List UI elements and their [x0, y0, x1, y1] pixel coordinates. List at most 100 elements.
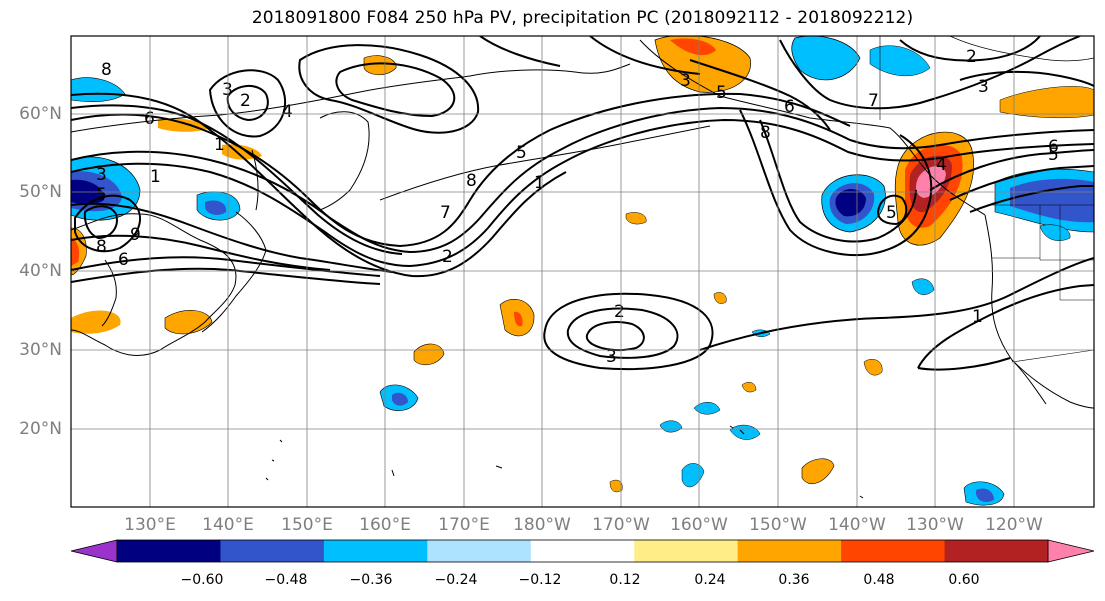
pv-label: 1: [214, 135, 225, 155]
pv-label: 4: [282, 102, 293, 122]
precip-blob: [71, 238, 80, 266]
precip-blob: [835, 189, 866, 217]
pv-contour-labels: 6 8 1 3 5 8 9 6 1 3 2 4 8 7 2 5 1 2 3 5: [96, 47, 1059, 367]
coast-asia: [71, 213, 237, 356]
pv-label: 7: [440, 203, 451, 223]
coast-kamchatka: [319, 111, 370, 211]
pv-contour: [699, 257, 1094, 351]
pv-label: 3: [978, 77, 989, 97]
pv-label: 8: [760, 123, 771, 143]
precip-blob: [609, 479, 623, 493]
lon-label-120w: 120°W: [985, 515, 1043, 535]
precip-blob: [999, 86, 1094, 119]
lon-label-140e: 140°E: [202, 515, 254, 535]
lat-label-40n: 40°N: [19, 261, 62, 281]
pv-label: 8: [96, 237, 107, 257]
pv-label: 4: [936, 155, 947, 175]
pv-label: 1: [972, 307, 983, 327]
precip-blob: [1010, 178, 1094, 223]
colorbar-segment: [944, 540, 1049, 562]
pv-label: 8: [466, 171, 477, 191]
pv-contour: [71, 267, 381, 285]
colorbar-tick: 0.24: [694, 572, 726, 588]
colorbar-segments: [117, 540, 1049, 562]
lat-label-30n: 30°N: [19, 340, 62, 360]
lon-label-170w: 170°W: [592, 515, 650, 535]
pv-label: 2: [966, 47, 977, 67]
precip-blob: [693, 402, 721, 415]
pv-contour: [585, 321, 645, 352]
coast-islands: [265, 425, 864, 499]
precip-blob: [911, 278, 935, 295]
lat-label-20n: 20°N: [19, 419, 62, 439]
colorbar-tick: 0.60: [948, 572, 980, 588]
colorbar-tick: −0.60: [180, 572, 224, 588]
pv-contour: [71, 202, 393, 273]
pv-contour: [566, 307, 679, 359]
colorbar-segment: [220, 540, 325, 562]
pv-label: 5: [96, 185, 107, 205]
pv-contour: [71, 92, 851, 248]
pv-contour: [71, 118, 1094, 268]
pv-contour: [917, 357, 1011, 371]
coast-korea: [101, 259, 117, 327]
pv-contour: [226, 85, 269, 122]
precip-blob: [976, 488, 994, 502]
precip-blob: [164, 310, 213, 335]
pv-label: 3: [96, 165, 107, 185]
pv-label: 5: [516, 143, 527, 163]
colorbar-segment: [530, 540, 635, 562]
coast-baja: [1011, 359, 1047, 405]
pv-contour: [335, 62, 456, 118]
colorbar-tick: −0.36: [349, 572, 393, 588]
pv-contours: [71, 36, 1094, 371]
pv-label: 1: [150, 167, 161, 187]
pv-contour: [83, 205, 118, 240]
colorbar-extend-left: [70, 539, 118, 563]
lat-label-50n: 50°N: [19, 182, 62, 202]
pv-contour: [208, 69, 287, 138]
pv-label: 6: [1048, 137, 1059, 157]
precip-blob: [514, 311, 523, 327]
pv-contour: [739, 109, 933, 257]
precip-blob: [205, 200, 227, 215]
map-background: [71, 36, 1094, 507]
pv-contour: [71, 104, 403, 255]
pv-contour: [543, 292, 714, 371]
lon-label-160w: 160°W: [670, 515, 728, 535]
pv-contour: [779, 36, 1081, 110]
coast-canada-arctic: [949, 36, 1094, 62]
pv-contour: [899, 36, 1041, 62]
colorbar-tick: −0.12: [518, 572, 562, 588]
colorbar-extend-right: [1047, 539, 1095, 563]
pv-label: 3: [222, 80, 233, 100]
precip-blob: [392, 392, 408, 406]
pv-label: 2: [614, 302, 625, 322]
coast-siberia: [71, 75, 471, 133]
precip-blob: [625, 212, 647, 225]
lon-label-130e: 130°E: [124, 515, 176, 535]
pv-label: 7: [868, 91, 879, 111]
colorbar-segment: [841, 540, 946, 562]
map-panel: 6 8 1 3 5 8 9 6 1 3 2 4 8 7 2 5 1 2 3 5: [70, 35, 1095, 508]
colorbar-segment: [737, 540, 842, 562]
precip-blob: [791, 36, 861, 81]
precip-blob: [413, 343, 445, 366]
precip-blob: [869, 45, 931, 77]
colorbar-tick: −0.24: [434, 572, 478, 588]
pv-label: 9: [130, 225, 141, 245]
border-states: [992, 205, 1094, 301]
colorbar: [70, 539, 1095, 563]
pv-contour: [969, 185, 1094, 213]
pv-label: 6: [144, 109, 155, 129]
precipitation-shading: [71, 36, 1094, 506]
coast-na-west: [984, 214, 1094, 409]
pv-label: 3: [680, 71, 691, 91]
precip-blob: [1039, 224, 1071, 241]
graticule: [71, 36, 1094, 507]
pv-contour: [298, 44, 480, 134]
colorbar-tick: 0.48: [863, 572, 895, 588]
precip-blob: [801, 458, 835, 484]
lon-label-150w: 150°W: [749, 515, 807, 535]
